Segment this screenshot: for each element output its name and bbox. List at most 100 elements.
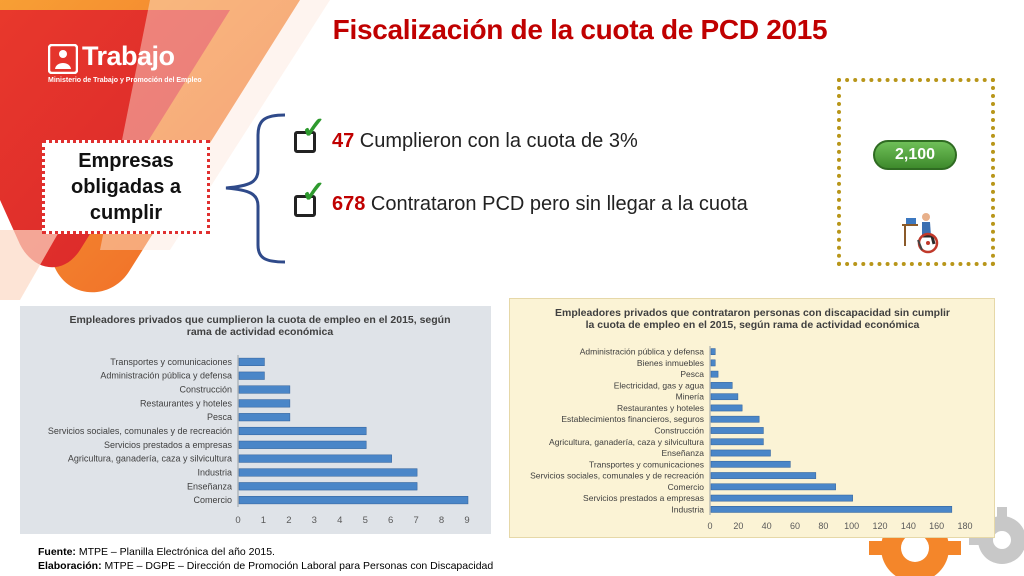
item-complied-number: 47 [332,130,355,152]
chart-partial-title: Empleadores privados que contrataron per… [554,307,951,331]
x-tick-label: 160 [929,521,944,531]
category-label: Transportes y comunicaciones [110,357,232,367]
category-label: Industria [671,504,704,514]
bar [710,483,836,491]
bar [710,415,760,423]
x-tick-label: 80 [818,521,828,531]
x-tick-label: 100 [844,521,859,531]
check-mark-icon: ✓ [301,176,327,209]
category-label: Electricidad, gas y agua [614,380,705,390]
total-box [837,78,995,266]
bar [238,371,265,380]
category-label: Construcción [179,385,232,395]
category-label: Enseñanza [661,448,704,458]
bar [238,413,291,422]
category-label: Bienes inmuebles [637,358,704,368]
x-tick-label: 7 [413,515,418,526]
bar [710,359,716,367]
category-label: Industria [197,467,232,477]
x-tick-label: 0 [235,515,240,526]
companies-box: Empresas obligadas a cumplir [42,140,210,234]
bar [238,357,265,366]
bar [710,438,764,446]
category-label: Administración pública y defensa [100,371,232,381]
bar [710,348,716,355]
bar [710,370,719,378]
item-partial-text: Contrataron PCD pero sin llegar a la cuo… [365,193,748,215]
companies-label: Empresas obligadas a cumplir [70,150,182,224]
x-tick-label: 0 [707,521,712,531]
checkbox-icon [294,195,316,217]
logo-subtitle: Ministerio de Trabajo y Promoción del Em… [48,77,202,84]
footer-source-label: Fuente: [38,546,76,558]
x-tick-label: 5 [363,515,368,526]
bar [238,496,469,505]
curly-brace [225,113,286,264]
chart-partial-panel: Empleadores privados que contrataron per… [509,298,995,538]
x-tick-label: 180 [957,521,972,531]
bar [710,393,739,401]
footer-source: Fuente: MTPE – Planilla Electrónica del … [38,546,275,558]
x-tick-label: 3 [312,515,317,526]
ministry-logo-icon [48,44,78,74]
lower-faint-band [0,230,60,300]
x-tick-label: 140 [901,521,916,531]
category-label: Construcción [654,426,704,436]
category-label: Transportes y comunicaciones [589,459,704,469]
category-label: Minería [676,392,705,402]
bar [710,449,771,457]
slide-title: Fiscalización de la cuota de PCD 2015 [332,14,828,45]
bar [710,460,791,468]
x-tick-label: 1 [261,515,266,526]
bar [238,454,392,463]
category-label: Comercio [193,495,232,505]
bar [710,494,853,502]
footer-elab-label: Elaboración: [38,560,102,572]
total-badge: 2,100 [873,140,957,170]
chart-complied-title: Empleadores privados que cumplieron la c… [69,314,451,338]
wheelchair-user-icon [902,213,939,254]
x-tick-label: 120 [872,521,887,531]
item-complied: 47 Cumplieron con la cuota de 3% [332,130,638,153]
x-tick-label: 9 [464,515,469,526]
check-mark-icon: ✓ [301,112,327,145]
category-label: Enseñanza [187,481,232,491]
chart-complied-panel: Empleadores privados que cumplieron la c… [20,306,491,534]
x-tick-label: 20 [733,521,743,531]
x-tick-label: 2 [286,515,291,526]
bar [710,506,953,513]
item-partial: 678 Contrataron PCD pero sin llegar a la… [332,193,748,216]
x-tick-label: 6 [388,515,393,526]
footer-elab-text: MTPE – DGPE – Dirección de Promoción Lab… [101,560,494,572]
category-label: Servicios prestados a empresas [583,493,704,503]
bar [238,468,418,477]
item-complied-text: Cumplieron con la cuota de 3% [354,130,638,152]
bar [710,382,733,389]
category-label: Pesca [207,412,232,422]
bar [238,482,418,491]
x-tick-label: 4 [337,515,342,526]
bar [710,472,817,479]
bar [710,427,764,434]
category-label: Agricultura, ganadería, caza y silvicult… [68,454,232,464]
bar [710,404,743,412]
category-label: Restaurantes y hoteles [140,398,233,408]
item-partial-number: 678 [332,193,366,215]
category-label: Pesca [680,369,704,379]
category-label: Restaurantes y hoteles [617,403,704,413]
category-label: Administración pública y defensa [580,347,705,357]
chart-complied-svg: Transportes y comunicaciones Administraci… [48,355,470,526]
x-tick-label: 8 [439,515,444,526]
bar [238,399,291,408]
logo-name: Trabajo [82,41,175,71]
x-tick-label: 40 [762,521,772,531]
category-label: Establecimientos financieros, seguros [561,414,704,424]
bar [238,440,367,449]
bar [238,385,291,394]
category-label: Servicios prestados a empresas [104,440,233,450]
category-label: Servicios sociales, comunales y de recre… [48,426,232,436]
category-label: Agricultura, ganadería, caza y silvicult… [549,437,704,447]
x-tick-label: 60 [790,521,800,531]
footer-source-text: MTPE – Planilla Electrónica del año 2015… [75,546,275,558]
